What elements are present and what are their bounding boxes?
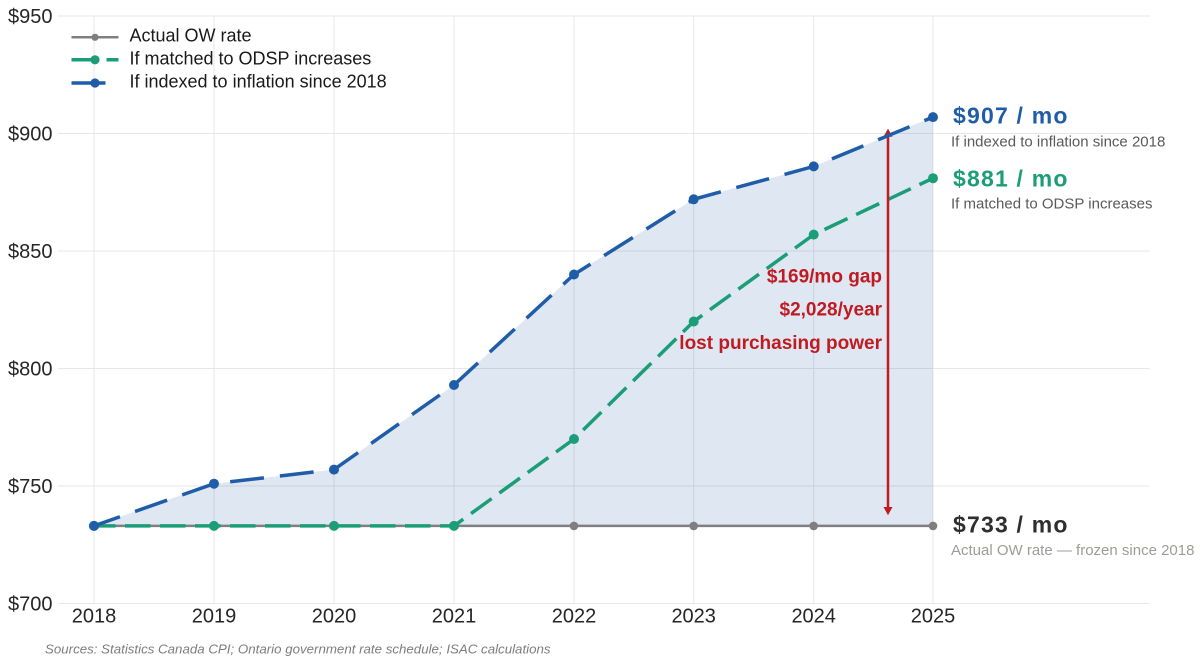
svg-text:2021: 2021 bbox=[432, 606, 477, 628]
svg-text:Actual OW rate — frozen since: Actual OW rate — frozen since 2018 bbox=[951, 542, 1194, 559]
svg-text:$733 / mo: $733 / mo bbox=[953, 512, 1069, 538]
svg-text:$700: $700 bbox=[8, 594, 53, 616]
svg-text:$950: $950 bbox=[8, 6, 53, 28]
svg-text:$2,028/year: $2,028/year bbox=[780, 300, 883, 321]
svg-text:$907 / mo: $907 / mo bbox=[953, 103, 1069, 129]
svg-text:2023: 2023 bbox=[671, 606, 716, 628]
svg-text:$169/mo gap: $169/mo gap bbox=[767, 266, 882, 287]
svg-text:$850: $850 bbox=[8, 241, 53, 263]
svg-text:$900: $900 bbox=[8, 124, 53, 146]
svg-text:2020: 2020 bbox=[312, 606, 357, 628]
svg-text:Actual OW rate: Actual OW rate bbox=[130, 26, 252, 46]
svg-text:2025: 2025 bbox=[911, 606, 956, 628]
svg-text:2022: 2022 bbox=[552, 606, 597, 628]
svg-text:$881 / mo: $881 / mo bbox=[953, 165, 1069, 191]
svg-text:If matched to ODSP increases: If matched to ODSP increases bbox=[130, 49, 372, 69]
svg-text:2019: 2019 bbox=[192, 606, 237, 628]
svg-text:2018: 2018 bbox=[72, 606, 117, 628]
svg-text:Sources: Statistics Canada CPI: Sources: Statistics Canada CPI; Ontario … bbox=[45, 642, 551, 657]
svg-text:2024: 2024 bbox=[791, 606, 836, 628]
svg-text:lost purchasing power: lost purchasing power bbox=[679, 333, 882, 354]
svg-text:If indexed to inflation since: If indexed to inflation since 2018 bbox=[951, 134, 1165, 151]
svg-text:$750: $750 bbox=[8, 476, 53, 498]
svg-text:If matched to ODSP increases: If matched to ODSP increases bbox=[951, 196, 1152, 213]
svg-text:If indexed to inflation since: If indexed to inflation since 2018 bbox=[130, 72, 387, 92]
svg-text:$800: $800 bbox=[8, 359, 53, 381]
